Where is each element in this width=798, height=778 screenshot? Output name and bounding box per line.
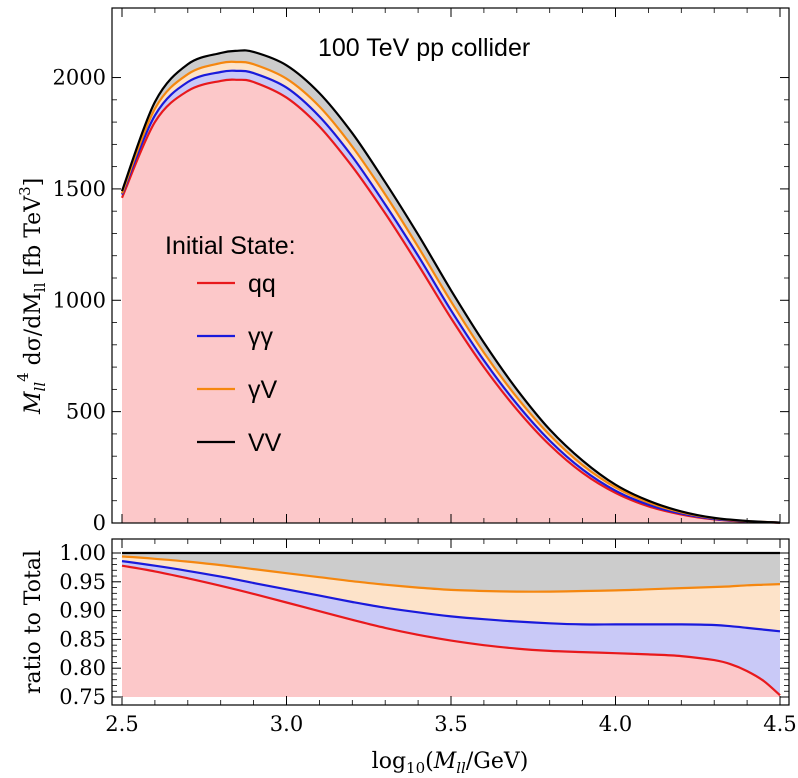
top-line-γV bbox=[120, 60, 781, 524]
legend: Initial State: qq γγ γV VV bbox=[165, 232, 296, 457]
x-tick-label: 3.0 bbox=[270, 712, 303, 736]
ylabel-sup2: 3 bbox=[16, 186, 34, 196]
top-line-γγ bbox=[120, 69, 781, 524]
bottom-y-axis-title: ratio to Total bbox=[21, 550, 46, 694]
top-y-axis-title: Mll4 dσ/dMll [fb TeV3] bbox=[14, 178, 49, 415]
bottom-y-tick-label: 0.75 bbox=[59, 685, 106, 709]
legend-label-qq: qq bbox=[248, 270, 276, 298]
xlabel-msub: ll bbox=[456, 759, 466, 777]
xlabel-sub: 10 bbox=[406, 759, 425, 777]
ylabel-sub: ll bbox=[31, 382, 49, 392]
top-line-qq bbox=[120, 78, 781, 524]
xlabel-post: /GeV) bbox=[466, 749, 528, 774]
ylabel-m: M bbox=[21, 391, 46, 415]
top-line-VV bbox=[120, 49, 781, 524]
bottom-panel: 0.750.800.850.900.951.002.5 3.0 3.5 4.0 4.5 … bbox=[21, 538, 797, 777]
annotation: 100 TeV pp collider bbox=[318, 34, 530, 62]
xlabel-open: ( bbox=[425, 749, 434, 774]
bottom-y-tick-label: 1.00 bbox=[59, 541, 106, 565]
top-y-tick-label: 2000 bbox=[53, 66, 106, 90]
top-lines bbox=[120, 49, 781, 524]
top-panel: 0 500 1000 1500 2000 100 TeV pp collider Mll… bbox=[14, 7, 790, 535]
top-ticks: 0 500 1000 1500 2000 bbox=[53, 8, 789, 535]
bottom-areas bbox=[122, 553, 780, 697]
ylabel-sup: 4 bbox=[14, 372, 32, 382]
ylabel-unit: [fb TeV bbox=[21, 195, 46, 283]
bottom-lines bbox=[121, 551, 781, 697]
legend-title: Initial State: bbox=[165, 232, 296, 260]
bottom-y-tick-label: 0.80 bbox=[59, 656, 106, 680]
xlabel-m: M bbox=[433, 749, 457, 774]
bottom-ticks: 0.75 0.80 0.85 0.90 0.95 1.00 2.5 3.0 3.5 4.0 4.5 bbox=[59, 539, 797, 736]
top-y-tick-label: 1000 bbox=[53, 288, 106, 312]
bottom-y-tick-label: 0.95 bbox=[59, 570, 106, 594]
top-y-tick-label: 500 bbox=[66, 400, 106, 424]
top-y-tick-label: 0 bbox=[93, 511, 106, 535]
bottom-y-tick-label: 0.85 bbox=[59, 627, 106, 651]
legend-label-VV: VV bbox=[248, 429, 282, 457]
legend-label-γV: γV bbox=[248, 376, 278, 404]
ylabel-close: ] bbox=[21, 178, 46, 187]
top-y-tick-label: 1500 bbox=[53, 177, 106, 201]
top-areas bbox=[122, 50, 780, 524]
bottom-y-tick-label: 0.90 bbox=[59, 599, 106, 623]
bottom-area-qq bbox=[122, 565, 780, 697]
x-axis-title: log10(Mll/GeV) bbox=[372, 749, 529, 777]
xlabel-pre: log bbox=[372, 749, 406, 774]
legend-label-γγ: γγ bbox=[248, 323, 274, 351]
bottom-line-γV bbox=[121, 555, 781, 593]
top-area-qq bbox=[122, 79, 780, 524]
ylabel-sub2: ll bbox=[31, 282, 49, 292]
bottom-line-qq bbox=[121, 564, 781, 697]
ylabel-rest: dσ/dM bbox=[21, 292, 46, 372]
x-tick-label: 3.5 bbox=[434, 712, 467, 736]
x-tick-label: 4.5 bbox=[763, 712, 796, 736]
x-tick-label: 4.0 bbox=[599, 712, 632, 736]
bottom-line-γγ bbox=[121, 560, 781, 633]
x-tick-label: 2.5 bbox=[105, 712, 138, 736]
